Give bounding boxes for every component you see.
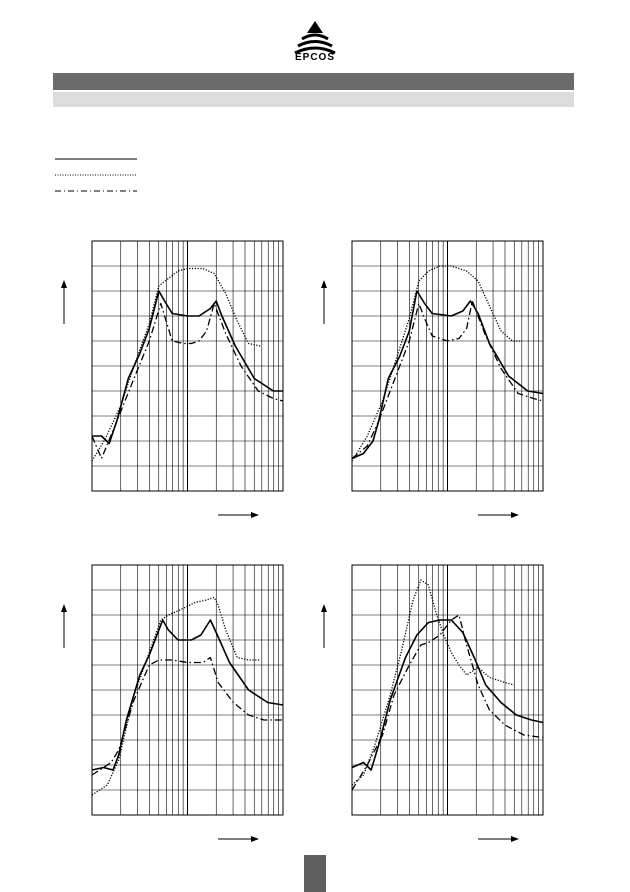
x-axis-arrow-head — [511, 836, 519, 842]
y-axis-arrow-head — [321, 604, 327, 612]
y-axis-arrow-head — [61, 280, 67, 288]
series-dotted — [91, 596, 261, 796]
series-solid — [91, 619, 284, 771]
series-solid — [351, 619, 544, 771]
x-axis-arrow-head — [511, 512, 519, 518]
logo-text: EPCOS — [294, 52, 335, 63]
series-dotted — [91, 267, 261, 462]
series-dotted — [351, 579, 515, 786]
page-number-tab — [304, 855, 326, 892]
series-dash-dot — [91, 656, 283, 776]
series-dash-dot — [351, 614, 544, 791]
chart-bottom-left — [61, 564, 284, 842]
header-bar-dark — [53, 73, 574, 90]
legend — [55, 158, 137, 192]
chart-bottom-right — [321, 564, 544, 842]
x-axis-arrow-head — [251, 512, 259, 518]
x-axis-arrow-head — [251, 836, 259, 842]
series-dash-dot — [91, 302, 284, 460]
series-dash-dot — [351, 300, 544, 460]
epcos-logo — [294, 21, 336, 55]
y-axis-arrow-head — [61, 604, 67, 612]
header-bar-light — [53, 92, 574, 107]
chart-top-left — [61, 240, 284, 518]
y-axis-arrow-head — [321, 280, 327, 288]
chart-top-right — [321, 240, 544, 518]
series-dotted — [351, 265, 521, 462]
